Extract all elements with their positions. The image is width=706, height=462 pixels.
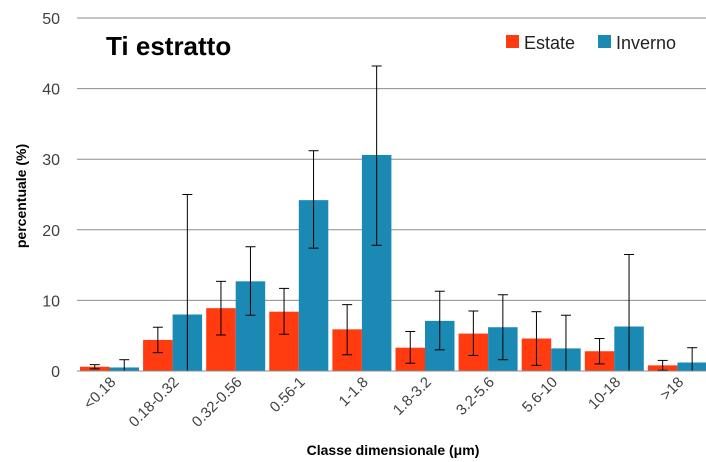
chart-title: Ti estratto — [106, 31, 231, 61]
x-tick-label: 1-1.8 — [336, 374, 372, 410]
x-tick-labels: <0.18 0.18-0.32 0.32-0.56 0.56-1 1-1.8 1.8-3.… — [81, 374, 688, 431]
legend-swatch-inverno — [598, 35, 611, 48]
gridlines — [77, 17, 706, 301]
x-tick-label: <0.18 — [81, 374, 120, 413]
y-tick-label: 40 — [42, 82, 60, 99]
x-tick-label: 3.2-5.6 — [453, 374, 498, 419]
x-tick-label: 0.56-1 — [267, 374, 309, 416]
legend-label-estate: Estate — [524, 33, 575, 53]
x-tick-label: 1.8-3.2 — [390, 374, 435, 419]
x-tick-label: 0.32-0.56 — [189, 374, 246, 431]
y-tick-labels: 0 10 20 30 40 50 — [42, 11, 60, 381]
error-bars — [89, 65, 698, 372]
y-tick-label: 20 — [42, 223, 60, 240]
y-tick-label: 30 — [42, 152, 60, 169]
x-tick-label: 5.6-10 — [519, 374, 561, 416]
legend: Estate Inverno — [506, 33, 676, 53]
bars — [80, 154, 706, 371]
legend-swatch-estate — [506, 35, 519, 48]
x-tick-label: 10-18 — [585, 374, 624, 413]
legend-label-inverno: Inverno — [616, 33, 676, 53]
y-tick-label: 0 — [51, 364, 60, 381]
y-tick-label: 10 — [42, 293, 60, 310]
x-tick-label: >18 — [657, 374, 687, 404]
y-axis-title: percentuale (%) — [13, 144, 29, 248]
y-tick-label: 50 — [42, 11, 60, 28]
x-tick-label: 0.18-0.32 — [126, 374, 183, 431]
x-axis-title: Classe dimensionale (μm) — [307, 442, 480, 458]
